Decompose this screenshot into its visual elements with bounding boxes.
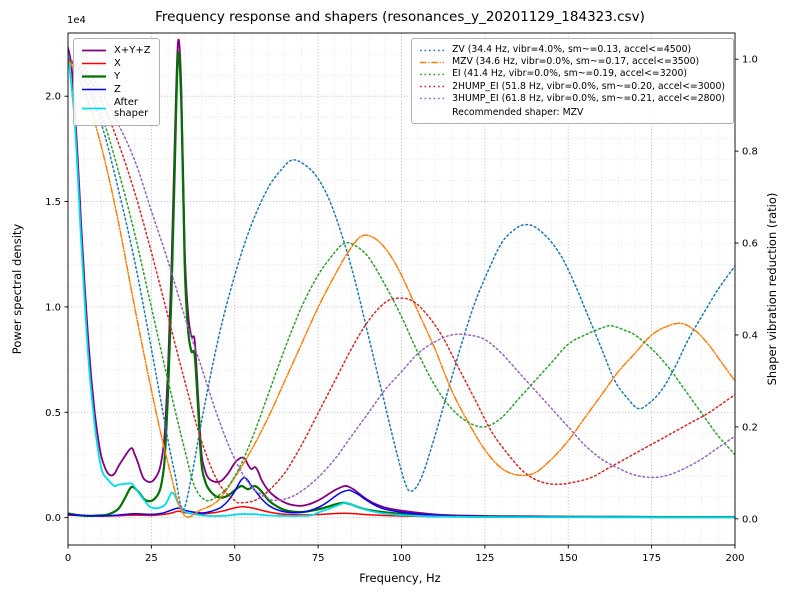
legend-item: EI (41.4 Hz, vibr=0.0%, sm~=0.19, accel<… — [419, 69, 725, 79]
legend-label: ZV (34.4 Hz, vibr=4.0%, sm~=0.13, accel<… — [452, 44, 692, 55]
legend-item: 3HUMP_EI (61.8 Hz, vibr=0.0%, sm~=0.21, … — [419, 92, 725, 104]
svg-text:0.0: 0.0 — [45, 513, 61, 524]
svg-text:0: 0 — [65, 553, 71, 564]
legend-psd: X+Y+Z X Y Z After shaper — [73, 38, 160, 126]
svg-text:1.5: 1.5 — [45, 197, 61, 208]
legend-label: 3HUMP_EI (61.8 Hz, vibr=0.0%, sm~=0.21, … — [452, 92, 725, 104]
legend-item: ZV (34.4 Hz, vibr=4.0%, sm~=0.13, accel<… — [419, 44, 725, 55]
svg-text:0.2: 0.2 — [742, 422, 758, 433]
svg-text:25: 25 — [145, 553, 158, 564]
svg-text:75: 75 — [312, 553, 325, 564]
svg-text:150: 150 — [559, 553, 578, 564]
legend-item: 2HUMP_EI (51.8 Hz, vibr=0.0%, sm~=0.20, … — [419, 80, 725, 92]
line-swatch-icon — [81, 59, 107, 68]
svg-text:125: 125 — [475, 553, 494, 564]
svg-text:1.0: 1.0 — [45, 302, 61, 313]
legend-item: Z — [81, 84, 151, 95]
svg-text:0.0: 0.0 — [742, 514, 758, 525]
svg-text:200: 200 — [725, 553, 744, 564]
legend-label: After shaper — [114, 97, 149, 119]
legend-label: Y — [114, 71, 121, 82]
legend-item: X+Y+Z — [81, 45, 151, 56]
legend-item: X — [81, 58, 151, 69]
page-title: Frequency response and shapers (resonanc… — [155, 9, 645, 25]
line-swatch-icon — [81, 85, 107, 94]
svg-text:0.6: 0.6 — [742, 239, 758, 250]
svg-text:2.0: 2.0 — [45, 92, 61, 103]
legend-item: MZV (34.6 Hz, vibr=0.0%, sm~=0.17, accel… — [419, 56, 725, 68]
line-swatch-icon — [81, 46, 107, 55]
svg-text:175: 175 — [642, 553, 661, 564]
legend-item: After shaper — [81, 97, 151, 119]
legend-shapers: ZV (34.4 Hz, vibr=4.0%, sm~=0.13, accel<… — [411, 38, 734, 125]
svg-text:50: 50 — [228, 553, 241, 564]
legend-label: Z — [114, 84, 121, 95]
svg-text:0.5: 0.5 — [45, 408, 61, 419]
line-swatch-icon — [419, 46, 445, 55]
legend-label: EI (41.4 Hz, vibr=0.0%, sm~=0.19, accel<… — [452, 68, 688, 80]
svg-text:0.8: 0.8 — [742, 147, 758, 158]
legend-item: Y — [81, 71, 151, 82]
line-swatch-icon — [81, 104, 107, 113]
svg-text:100: 100 — [392, 553, 411, 564]
legend-label: X+Y+Z — [114, 45, 151, 56]
line-swatch-icon — [419, 58, 445, 67]
svg-text:1.0: 1.0 — [742, 55, 758, 66]
recommended-shaper-note: Recommended shaper: MZV — [452, 107, 584, 119]
line-swatch-icon — [81, 72, 107, 81]
svg-text:0.4: 0.4 — [742, 330, 758, 341]
line-swatch-icon — [419, 82, 445, 91]
line-swatch-icon — [419, 94, 445, 103]
legend-label: 2HUMP_EI (51.8 Hz, vibr=0.0%, sm~=0.20, … — [452, 80, 725, 92]
y-axis-offset-text: 1e4 — [67, 15, 86, 26]
legend-label: MZV (34.6 Hz, vibr=0.0%, sm~=0.17, accel… — [452, 56, 700, 68]
legend-label: X — [114, 58, 121, 69]
x-axis-label: Frequency, Hz — [359, 571, 441, 585]
line-swatch-icon — [419, 70, 445, 79]
